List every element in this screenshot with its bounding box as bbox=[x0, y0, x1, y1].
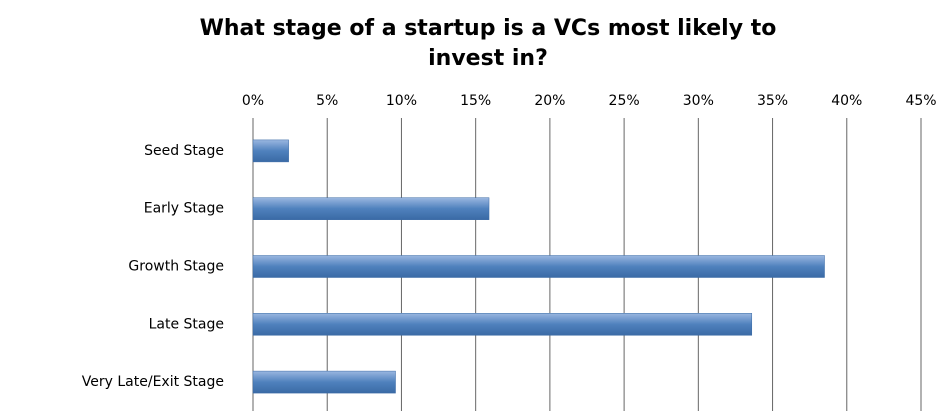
chart-title: invest in? bbox=[428, 46, 548, 71]
x-tick-label: 15% bbox=[460, 93, 491, 109]
chart-title: What stage of a startup is a VCs most li… bbox=[200, 16, 777, 41]
bar bbox=[252, 313, 753, 336]
bar bbox=[252, 139, 289, 163]
x-tick-label: 25% bbox=[609, 93, 640, 109]
x-tick-label: 10% bbox=[386, 93, 417, 109]
x-tick-label: 5% bbox=[316, 93, 338, 109]
x-tick-label: 35% bbox=[757, 93, 788, 109]
y-tick-label: Growth Stage bbox=[128, 259, 224, 275]
x-tick-label: 40% bbox=[831, 93, 862, 109]
x-tick-label: 0% bbox=[242, 93, 264, 109]
x-tick-label: 30% bbox=[683, 93, 714, 109]
y-tick-label: Seed Stage bbox=[144, 143, 224, 159]
x-tick-label: 20% bbox=[534, 93, 565, 109]
x-tick-label: 45% bbox=[905, 93, 936, 109]
bar bbox=[252, 255, 825, 278]
y-tick-label: Very Late/Exit Stage bbox=[82, 374, 224, 390]
bar bbox=[252, 197, 490, 220]
bar bbox=[252, 370, 396, 394]
y-tick-label: Late Stage bbox=[149, 316, 224, 332]
y-tick-label: Early Stage bbox=[144, 201, 224, 217]
